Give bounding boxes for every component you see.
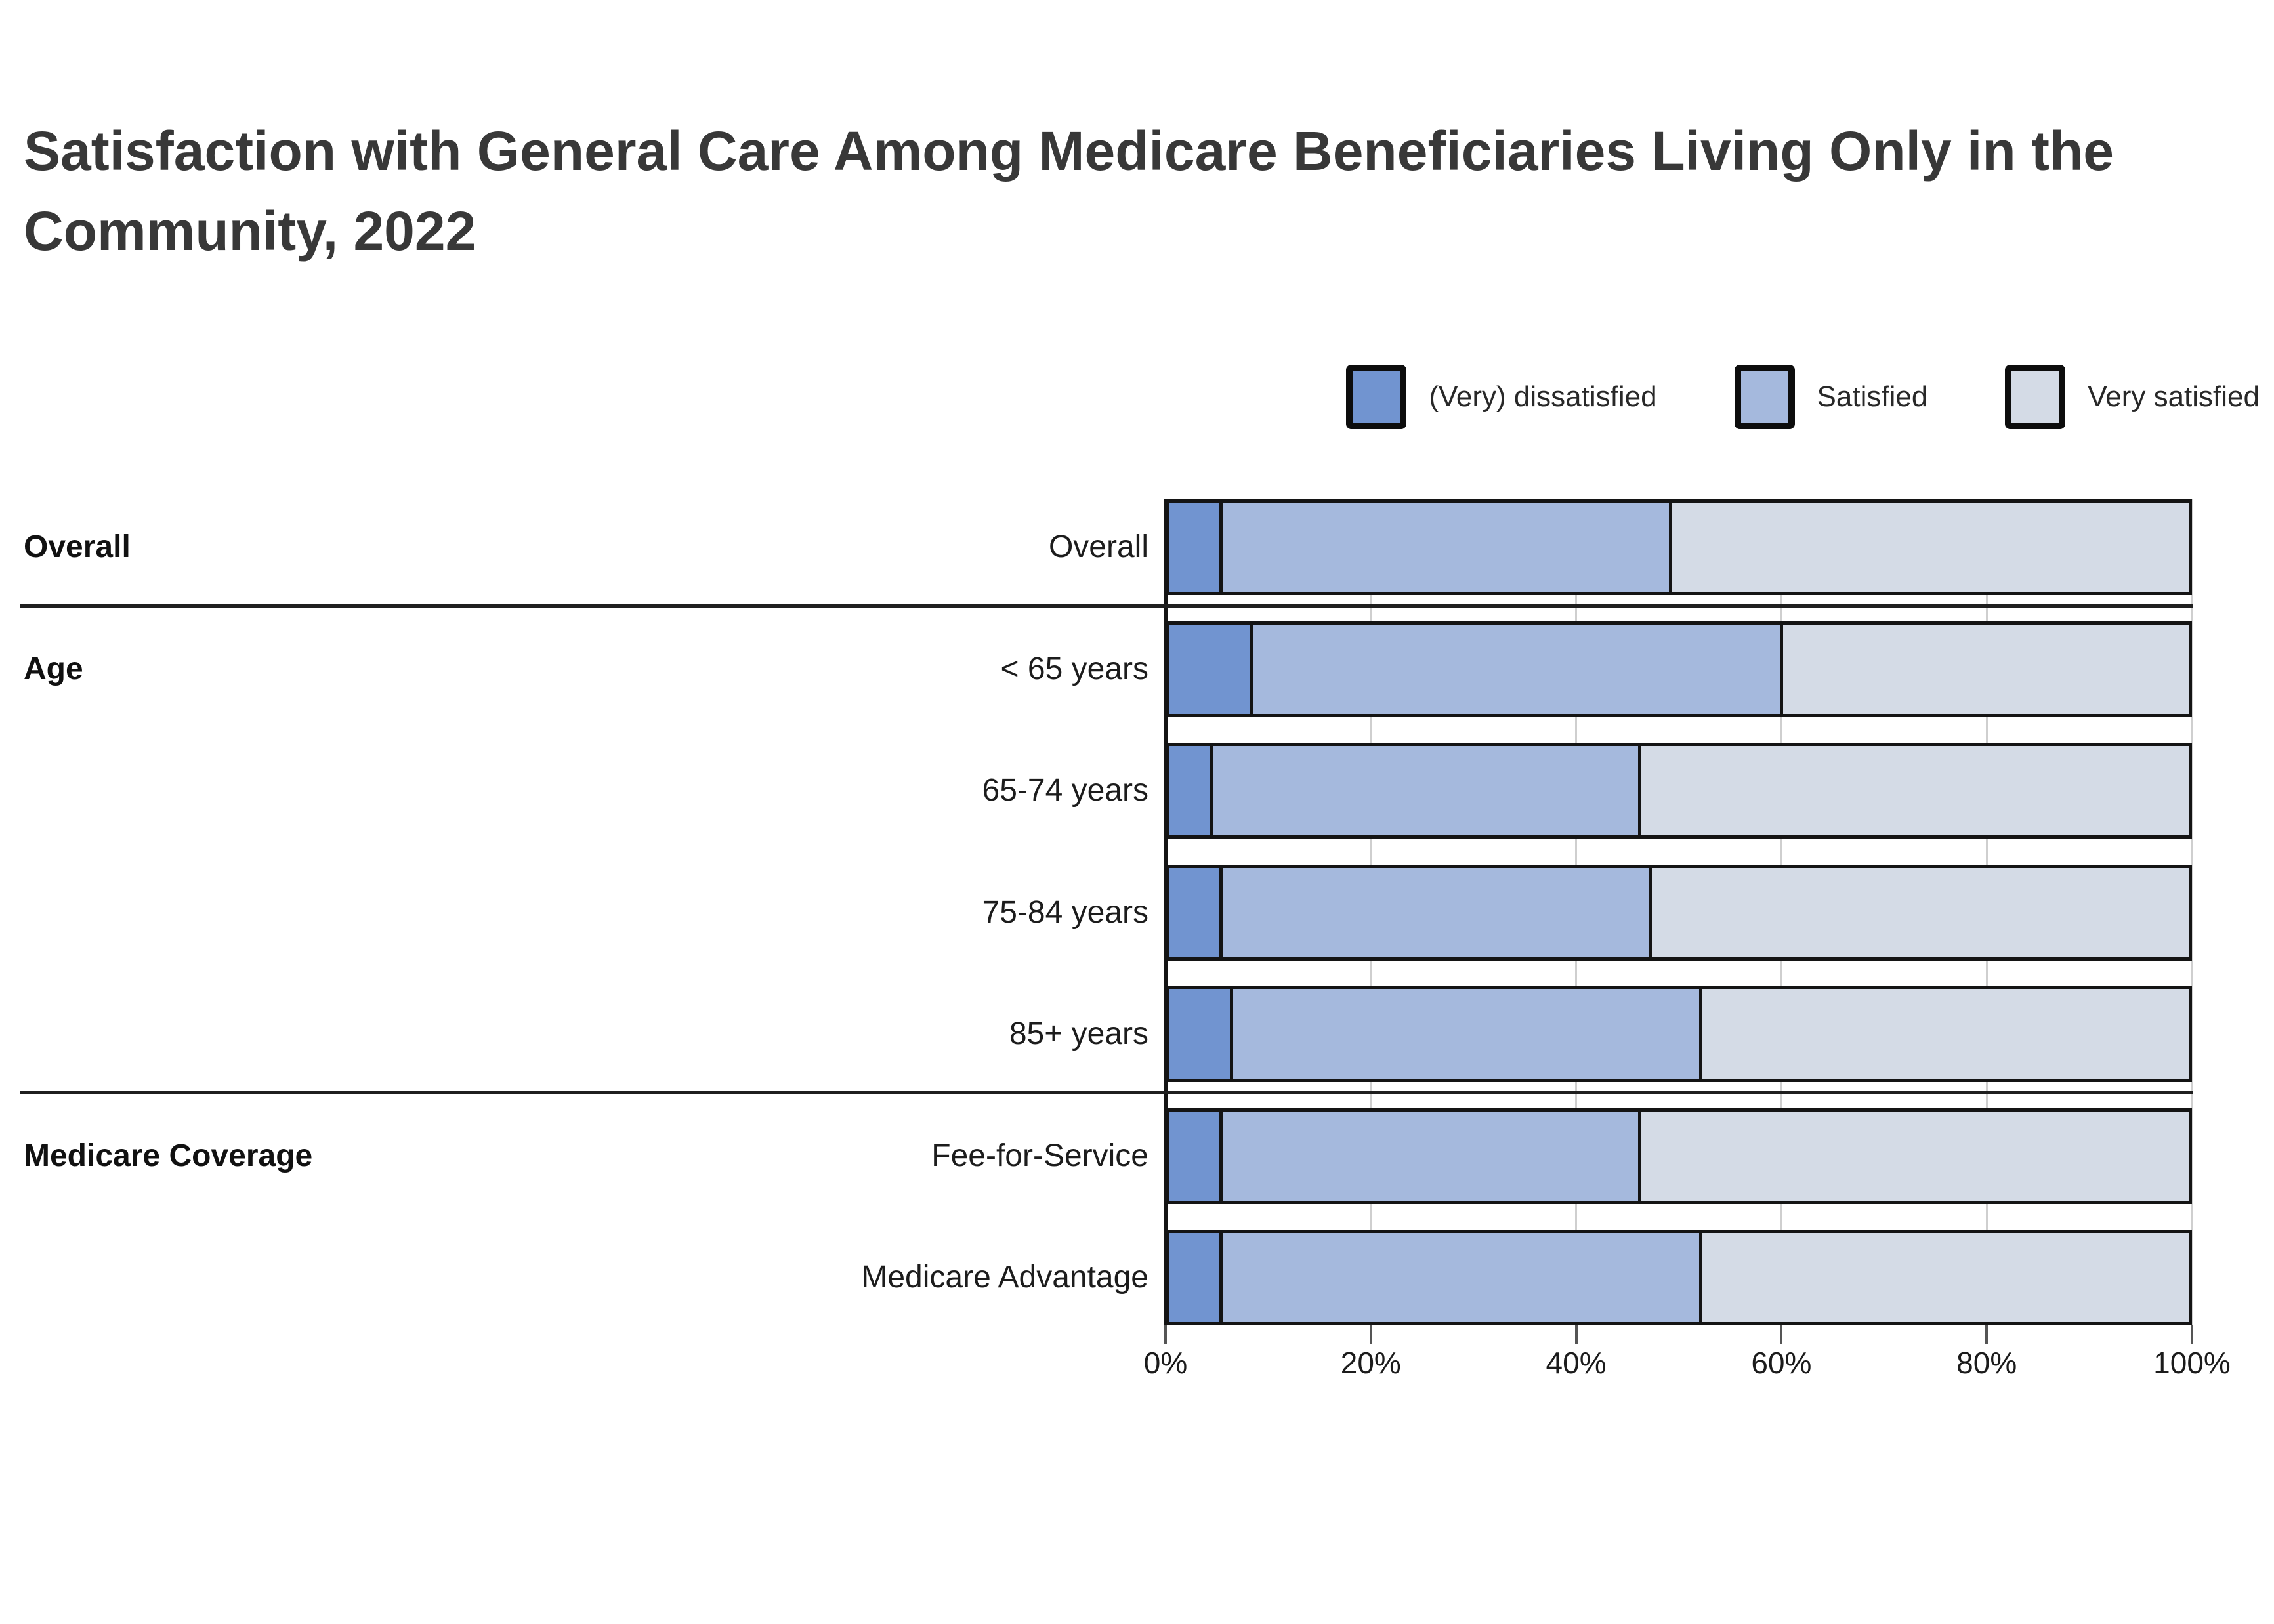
stacked-bar-row bbox=[1166, 986, 2192, 1082]
legend-item-satisfied: Satisfied bbox=[1734, 365, 1928, 429]
legend-swatch-satisfied bbox=[1734, 365, 1795, 429]
x-axis-tick bbox=[1780, 1325, 1783, 1344]
bar-segment--very-dissatisfied bbox=[1169, 868, 1220, 957]
bar-segment--very-dissatisfied bbox=[1169, 1233, 1220, 1322]
bar-segment-satisfied bbox=[1219, 1233, 1699, 1322]
group-label-overall: Overall bbox=[24, 530, 131, 564]
row-label: 85+ years bbox=[1009, 1016, 1148, 1051]
legend-swatch-very-satisfied bbox=[2005, 365, 2066, 429]
bar-segment-very-satisfied bbox=[1698, 1233, 2189, 1322]
legend-label: Satisfied bbox=[1817, 381, 1928, 413]
x-axis-tick bbox=[2191, 1325, 2193, 1344]
x-axis-tick-label: 0% bbox=[1143, 1346, 1188, 1380]
stacked-bar-row bbox=[1166, 865, 2192, 961]
y-axis-spine bbox=[1164, 499, 1168, 1325]
bar-segment-satisfied bbox=[1209, 746, 1639, 835]
x-axis-tick-label: 20% bbox=[1340, 1346, 1401, 1380]
legend: (Very) dissatisfied Satisfied Very satis… bbox=[1346, 365, 2260, 429]
group-label-age: Age bbox=[24, 652, 83, 686]
x-axis-tick bbox=[1985, 1325, 1989, 1344]
stacked-bar-row bbox=[1166, 1108, 2192, 1204]
legend-item-dissatisfied: (Very) dissatisfied bbox=[1346, 365, 1657, 429]
bar-segment--very-dissatisfied bbox=[1169, 625, 1250, 714]
x-axis-tick-label: 40% bbox=[1546, 1346, 1607, 1380]
row-label: Medicare Advantage bbox=[861, 1260, 1148, 1295]
legend-item-very-satisfied: Very satisfied bbox=[2005, 365, 2260, 429]
group-separator bbox=[20, 1091, 2193, 1094]
x-axis-tick-label: 60% bbox=[1751, 1346, 1812, 1380]
row-label: 65-74 years bbox=[982, 773, 1148, 808]
bar-segment--very-dissatisfied bbox=[1169, 746, 1210, 835]
group-separator bbox=[20, 604, 2193, 608]
bar-segment-satisfied bbox=[1219, 503, 1669, 592]
stacked-bar-row bbox=[1166, 743, 2192, 839]
x-axis-tick bbox=[1369, 1325, 1372, 1344]
x-axis-tick bbox=[1164, 1325, 1167, 1344]
chart-title: Satisfaction with General Care Among Med… bbox=[24, 120, 2115, 262]
bar-segment--very-dissatisfied bbox=[1169, 503, 1220, 592]
x-axis-tick-label: 80% bbox=[1956, 1346, 2017, 1380]
bar-segment-satisfied bbox=[1250, 625, 1780, 714]
bar-segment-satisfied bbox=[1219, 1112, 1639, 1201]
legend-label: (Very) dissatisfied bbox=[1429, 381, 1657, 413]
x-axis-tick-label: 100% bbox=[2153, 1346, 2231, 1380]
stacked-bar-row bbox=[1166, 621, 2192, 717]
row-label: Overall bbox=[1048, 530, 1148, 564]
bar-segment-very-satisfied bbox=[1648, 868, 2189, 957]
row-label: 75-84 years bbox=[982, 895, 1148, 930]
bar-segment--very-dissatisfied bbox=[1169, 1112, 1220, 1201]
bar-segment--very-dissatisfied bbox=[1169, 989, 1230, 1079]
gridline-100 bbox=[2191, 499, 2193, 1325]
row-label: Fee-for-Service bbox=[931, 1138, 1148, 1173]
bar-segment-very-satisfied bbox=[1638, 746, 2189, 835]
stacked-bar-row bbox=[1166, 499, 2192, 595]
bar-segment-very-satisfied bbox=[1638, 1112, 2189, 1201]
bar-segment-very-satisfied bbox=[1698, 989, 2189, 1079]
legend-label: Very satisfied bbox=[2088, 381, 2260, 413]
bar-segment-satisfied bbox=[1219, 868, 1649, 957]
stacked-bar-row bbox=[1166, 1230, 2192, 1325]
legend-swatch-dissatisfied bbox=[1346, 365, 1407, 429]
bar-segment-very-satisfied bbox=[1668, 503, 2189, 592]
bar-segment-satisfied bbox=[1229, 989, 1699, 1079]
bar-segment-very-satisfied bbox=[1780, 625, 2189, 714]
group-label-medicare-coverage: Medicare Coverage bbox=[24, 1138, 313, 1173]
x-axis-tick bbox=[1574, 1325, 1578, 1344]
row-label: < 65 years bbox=[1000, 652, 1148, 686]
